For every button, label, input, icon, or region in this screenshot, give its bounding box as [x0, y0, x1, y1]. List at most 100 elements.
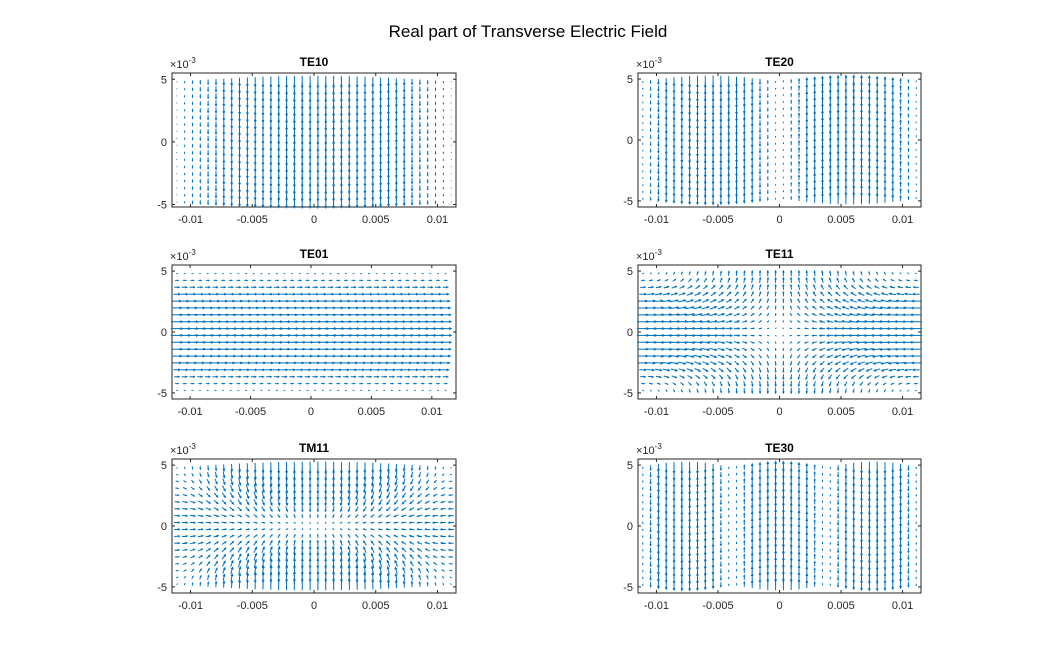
quiver-arrow	[183, 180, 186, 183]
subplot-te10: TE10×10-3-0.01 -0.005 0 0.005 0.01-505	[157, 55, 457, 226]
axes-box	[637, 72, 922, 208]
quiver-arrow	[649, 540, 652, 547]
quiver-arrow	[222, 177, 226, 186]
quiver-arrow	[410, 478, 414, 485]
quiver-arrow	[229, 506, 235, 511]
quiver-arrow	[190, 500, 196, 504]
quiver-arrow	[230, 170, 234, 179]
quiver-arrow	[320, 286, 327, 289]
quiver-arrow	[324, 514, 327, 519]
quiver-arrow	[389, 375, 396, 378]
quiver-arrow	[230, 470, 234, 480]
quiver-arrow	[813, 567, 816, 573]
quiver-arrow	[370, 540, 375, 546]
quiver-arrow	[182, 501, 188, 504]
quiver-arrow	[237, 553, 242, 561]
quiver-arrow	[324, 539, 327, 546]
quiver-arrow	[842, 299, 850, 303]
quiver-arrow	[821, 520, 824, 524]
quiver-arrow	[790, 168, 793, 173]
quiver-arrow	[899, 91, 902, 98]
quiver-arrow	[848, 341, 859, 344]
quiver-arrow	[907, 154, 910, 159]
quiver-arrow	[742, 305, 748, 310]
quiver-arrow	[245, 514, 251, 518]
quiver-arrow	[293, 551, 297, 562]
quiver-arrow	[805, 76, 809, 85]
quiver-arrow	[671, 285, 678, 289]
quiver-arrow	[442, 137, 445, 141]
quiver-arrow	[899, 132, 902, 140]
quiver-arrow	[408, 528, 415, 531]
quiver-arrow	[820, 367, 825, 373]
quiver-arrow	[175, 382, 180, 385]
quiver-arrow	[857, 361, 866, 365]
quiver-arrow	[402, 573, 406, 581]
x-tick-label: 0.005	[362, 214, 390, 226]
quiver-arrow	[782, 319, 785, 323]
quiver-arrow	[734, 284, 739, 290]
quiver-arrow	[432, 562, 438, 566]
quiver-arrow	[664, 181, 668, 190]
quiver-arrow	[774, 361, 777, 366]
quiver-arrow	[649, 499, 652, 506]
quiver-arrow	[639, 292, 648, 296]
quiver-arrow	[344, 382, 349, 385]
quiver-arrow	[434, 94, 437, 99]
quiver-arrow	[805, 283, 809, 290]
quiver-arrow	[758, 347, 762, 352]
quiver-arrow	[355, 506, 359, 513]
quiver-arrow	[381, 286, 388, 289]
quiver-arrow	[207, 100, 210, 107]
quiver-arrow	[726, 291, 732, 297]
quiver-arrow	[750, 360, 755, 366]
quiver-arrow	[410, 178, 414, 185]
quiver-arrow	[324, 461, 328, 475]
quiver-arrow	[443, 279, 449, 282]
quiver-arrow	[234, 368, 243, 372]
quiver-arrow	[214, 142, 218, 150]
quiver-arrow	[418, 192, 421, 199]
quiver-arrow	[269, 498, 273, 507]
quiver-arrow	[251, 279, 257, 282]
quiver-arrow	[881, 285, 888, 289]
quiver-arrow	[434, 101, 437, 106]
quiver-arrow	[782, 354, 785, 359]
quiver-arrow	[207, 185, 210, 192]
quiver-arrow	[207, 121, 210, 128]
quiver-arrow	[790, 85, 793, 90]
quiver-arrow	[362, 514, 367, 518]
quiver-arrow	[442, 95, 445, 98]
quiver-arrow	[442, 187, 445, 190]
quiver-arrow	[448, 555, 454, 558]
quiver-arrow	[741, 320, 748, 323]
quiver-arrow	[790, 188, 793, 194]
quiver-arrow	[903, 361, 913, 365]
quiver-arrow	[649, 568, 652, 575]
quiver-arrow	[402, 135, 406, 143]
quiver-arrow	[324, 498, 328, 507]
quiver-arrow	[709, 313, 718, 317]
quiver-arrow	[393, 547, 399, 553]
quiver-arrow	[450, 95, 452, 97]
quiver-arrow	[789, 367, 793, 374]
quiver-arrow	[199, 94, 202, 99]
quiver-arrow	[261, 558, 265, 569]
quiver-arrow	[649, 107, 652, 112]
quiver-arrow	[774, 276, 777, 284]
quiver-arrow	[649, 176, 652, 181]
quiver-arrow	[261, 514, 266, 518]
quiver-arrow	[864, 361, 874, 365]
quiver-arrow	[876, 271, 879, 275]
quiver-arrow	[182, 562, 188, 565]
quiver-arrow	[214, 156, 218, 164]
quiver-arrow	[828, 381, 832, 387]
quiver-arrow	[829, 508, 831, 511]
axes-box	[171, 458, 457, 594]
quiver-arrow	[829, 480, 831, 484]
quiver-arrow	[340, 513, 343, 519]
quiver-arrow	[821, 555, 824, 558]
quiver-arrow	[677, 299, 687, 303]
quiver-arrow	[813, 512, 816, 518]
quiver-arrow	[440, 354, 452, 358]
